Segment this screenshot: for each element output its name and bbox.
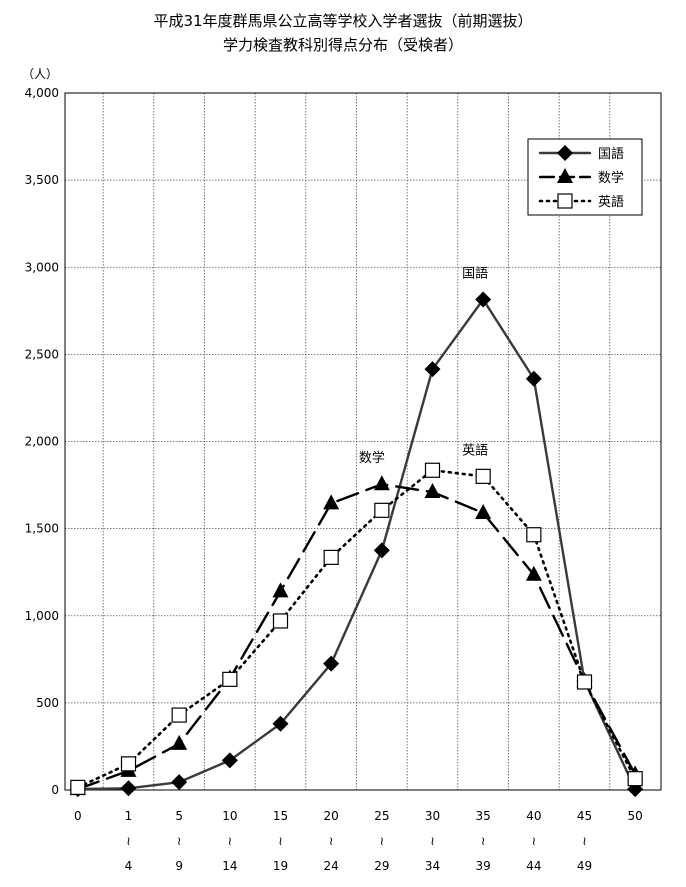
legend-item: 数学 [538, 168, 624, 186]
x-tick-label-top: 35 [476, 809, 491, 823]
x-tick-label-mid: ≀ [532, 834, 537, 848]
y-tick-label: 1,000 [25, 609, 59, 623]
x-tick-label-mid: ≀ [430, 834, 435, 848]
plot-frame [64, 92, 662, 791]
x-tick-label-top: 30 [425, 809, 440, 823]
data-point [373, 542, 390, 559]
data-point [120, 780, 137, 797]
annotation-label: 数学 [359, 450, 385, 466]
data-point [171, 774, 188, 791]
data-point [171, 734, 188, 750]
x-tick-label-top: 5 [175, 809, 183, 823]
legend-item: 国語 [538, 145, 624, 162]
x-tick-label-mid: ≀ [582, 834, 587, 848]
y-axis-ticks: 0 500 1,000 1,500 2,000 2,500 3,000 3,500 4,000 [25, 86, 59, 797]
legend-marker [557, 145, 573, 161]
x-tick-label-mid: ≀ [177, 834, 182, 848]
y-tick-label: 500 [36, 696, 59, 710]
chart-title: 平成31年度群馬県公立高等学校入学者選抜（前期選抜） [153, 12, 533, 30]
x-tick-label-top: 15 [273, 809, 288, 823]
x-tick-label-top: 1 [125, 809, 133, 823]
x-tick-label-bottom: 9 [175, 859, 183, 873]
x-tick-label-mid: ≀ [329, 834, 334, 848]
x-tick-label-bottom: 4 [125, 859, 133, 873]
data-point [627, 771, 643, 787]
data-point [323, 655, 340, 672]
legend-label: 英語 [598, 194, 624, 210]
x-tick-label-bottom: 29 [374, 859, 389, 873]
data-point [475, 468, 491, 484]
y-tick-label: 2,000 [25, 435, 59, 449]
x-tick-label-bottom: 14 [222, 859, 237, 873]
series-1 [69, 291, 644, 798]
data-point [525, 565, 542, 581]
y-tick-label: 3,500 [25, 173, 59, 187]
legend-marker [557, 168, 573, 183]
series-3 [70, 462, 643, 795]
series-line [76, 482, 637, 791]
data-point [323, 494, 340, 510]
y-tick-label: 1,500 [25, 522, 59, 536]
x-tick-label-bottom: 39 [476, 859, 491, 873]
series-line [76, 298, 637, 791]
data-point [475, 503, 492, 519]
data-point [70, 779, 86, 795]
grid-lines [65, 92, 661, 791]
x-tick-label-top: 20 [324, 809, 339, 823]
data-point [526, 527, 542, 543]
annotation-label: 国語 [462, 265, 488, 281]
data-point [475, 291, 492, 308]
data-point [424, 483, 441, 499]
data-point [374, 502, 390, 518]
data-point [272, 613, 289, 629]
data-point [576, 674, 593, 690]
data-point [424, 462, 441, 478]
y-tick-label: 4,000 [25, 86, 59, 100]
data-point [120, 756, 137, 772]
data-point [171, 707, 187, 723]
data-point [272, 582, 289, 598]
y-axis-label: （人） [22, 67, 58, 81]
data-point [525, 370, 542, 387]
data-point [272, 715, 289, 732]
x-tick-label-bottom: 44 [526, 859, 541, 873]
data-point [323, 549, 339, 565]
legend-marker [557, 193, 573, 209]
x-tick-label-mid: ≀ [126, 834, 131, 848]
y-tick-label: 3,000 [25, 260, 59, 274]
x-tick-label-top: 0 [74, 809, 82, 823]
data-point [424, 361, 441, 378]
annotation-label: 英語 [462, 442, 488, 458]
x-tick-label-bottom: 49 [577, 859, 592, 873]
x-tick-label-bottom: 19 [273, 859, 288, 873]
x-tick-label-top: 10 [222, 809, 237, 823]
x-tick-label-mid: ≀ [380, 834, 385, 848]
x-tick-label-mid: ≀ [278, 834, 283, 848]
series-layer [69, 291, 644, 798]
x-tick-label-top: 50 [628, 809, 643, 823]
series-line [76, 468, 637, 789]
data-point [222, 671, 238, 687]
y-tick-label: 2,500 [25, 347, 59, 361]
data-point [373, 475, 390, 491]
x-tick-label-bottom: 24 [324, 859, 339, 873]
data-point [221, 752, 238, 769]
legend-label: 数学 [598, 170, 624, 186]
x-tick-label-top: 25 [374, 809, 389, 823]
x-axis-ticks: 0 1≀45≀910≀1415≀1920≀2425≀2930≀3435≀3940≀… [74, 809, 643, 873]
chart-subtitle: 学力検査教科別得点分布（受検者） [222, 36, 463, 54]
x-tick-label-mid: ≀ [228, 834, 233, 848]
x-tick-label-top: 45 [577, 809, 592, 823]
y-tick-label: 0 [51, 783, 59, 797]
x-tick-label-mid: ≀ [481, 834, 486, 848]
legend-label: 国語 [598, 146, 624, 162]
x-tick-label-top: 40 [526, 809, 541, 823]
legend-item: 英語 [538, 193, 624, 210]
x-tick-label-bottom: 34 [425, 859, 440, 873]
